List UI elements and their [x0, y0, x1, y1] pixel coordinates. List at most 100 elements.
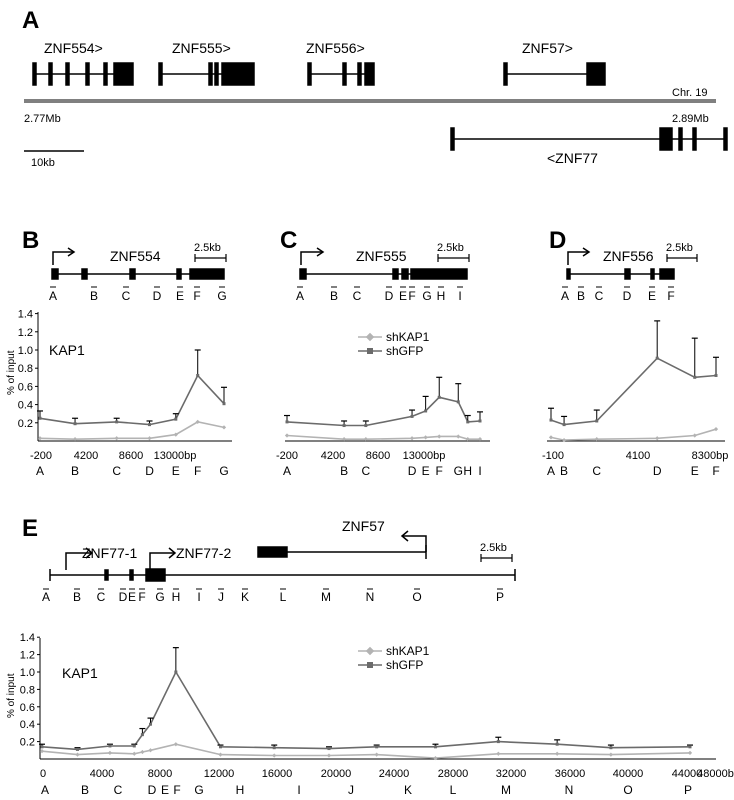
x-tick-label: 20000	[321, 768, 352, 780]
primer-label-f: F	[193, 289, 200, 303]
data-point	[693, 375, 697, 379]
data-point	[140, 733, 144, 737]
category-label-d: D	[148, 783, 157, 797]
scale-bar	[194, 254, 227, 262]
data-point	[75, 747, 79, 751]
primer-label-a: A	[296, 289, 304, 303]
x-tick-label: 16000	[262, 768, 293, 780]
y-tick-label: 0.8	[18, 363, 33, 375]
scale-bar-label: 2.5kb	[666, 242, 693, 254]
gene-model-znf556	[566, 268, 675, 280]
primer-label-d: D	[385, 289, 394, 303]
category-label-e: E	[161, 783, 169, 797]
promoter-arrow	[300, 247, 325, 265]
gene-model-znf555	[158, 62, 255, 86]
series-line	[39, 421, 225, 441]
primer-label-e: E	[128, 590, 136, 604]
data-point	[548, 435, 554, 440]
data-point	[496, 740, 500, 744]
data-point	[218, 752, 223, 757]
data-point	[594, 437, 599, 442]
category-label-f: F	[712, 464, 719, 478]
category-label-h: H	[463, 464, 472, 478]
category-label-f: F	[436, 464, 443, 478]
legend-item-shkap1: shKAP1	[358, 330, 430, 344]
category-label-c: C	[361, 464, 370, 478]
x-tick-label: 8600	[366, 450, 390, 462]
x-tick-label: 40000	[613, 768, 644, 780]
data-point	[174, 417, 178, 421]
data-point	[433, 756, 438, 761]
primer-label-g: G	[422, 289, 431, 303]
category-label-b: B	[71, 464, 79, 478]
category-label-j: J	[348, 783, 354, 797]
series-line	[39, 374, 225, 426]
legend-label-shgfp: shGFP	[386, 344, 423, 358]
category-label-d: D	[653, 464, 662, 478]
data-point	[561, 437, 567, 443]
primer-label-j: J	[218, 590, 224, 604]
gene-label-znf554: ZNF554	[110, 248, 161, 264]
primer-label-k: K	[241, 590, 249, 604]
data-point	[688, 745, 692, 749]
data-point	[410, 414, 414, 418]
primer-label-e: E	[648, 289, 656, 303]
x-tick-label: 4100	[626, 450, 650, 462]
data-point	[132, 751, 137, 756]
x-tick-label: 28000	[438, 768, 469, 780]
primer-label-c: C	[97, 590, 106, 604]
primer-label-l: L	[280, 590, 287, 604]
y-tick-label: 1.0	[20, 667, 35, 679]
x-tick-label: 32000	[496, 768, 527, 780]
x-tick-label: 48000bp	[697, 768, 734, 780]
category-label-l: L	[450, 783, 457, 797]
scale-bar	[666, 254, 698, 262]
category-label-c: C	[592, 464, 601, 478]
data-point	[222, 402, 226, 406]
data-point	[341, 437, 347, 442]
data-point	[285, 420, 289, 424]
primer-label-c: C	[595, 289, 604, 303]
series-shkap1	[284, 433, 483, 442]
x-tick-label: 4200	[74, 450, 98, 462]
gene-model-znf554	[32, 62, 134, 86]
data-point	[496, 751, 501, 756]
plot-area	[37, 349, 227, 442]
legend-marker	[365, 332, 375, 342]
x-tick-label: 8600	[119, 450, 143, 462]
category-label-m: M	[501, 783, 511, 797]
data-point	[555, 742, 559, 746]
y-tick-label: 1.0	[18, 345, 33, 357]
x-tick-labels: -200 4200 8600 13000bp A B C D E F G	[30, 450, 229, 478]
data-point	[327, 747, 331, 751]
category-label-h: H	[236, 783, 245, 797]
data-point	[114, 436, 119, 441]
data-point	[555, 751, 560, 756]
data-point	[149, 722, 153, 726]
gene-label-znf556: ZNF556>	[306, 40, 365, 56]
category-label-c: C	[112, 464, 121, 478]
data-point	[687, 750, 693, 756]
series-line	[286, 434, 480, 441]
promoter-arrow-znf57	[400, 530, 427, 552]
data-point	[147, 436, 152, 441]
gene-model-znf554	[51, 268, 225, 280]
category-label-e: E	[691, 464, 699, 478]
x-tick-labels: -200 4200 8600 13000bp A B C D E F G H I	[276, 450, 482, 478]
data-point	[692, 433, 697, 438]
primer-label-a: A	[49, 289, 57, 303]
data-point	[326, 753, 332, 758]
primer-label-e: E	[176, 289, 184, 303]
series-line	[41, 670, 691, 751]
promoter-arrow	[567, 247, 591, 265]
data-point	[477, 437, 483, 442]
data-point	[173, 432, 178, 437]
legend-item-shkap1: shKAP1	[358, 644, 430, 658]
data-point	[115, 420, 119, 424]
primer-label-a: A	[42, 590, 50, 604]
